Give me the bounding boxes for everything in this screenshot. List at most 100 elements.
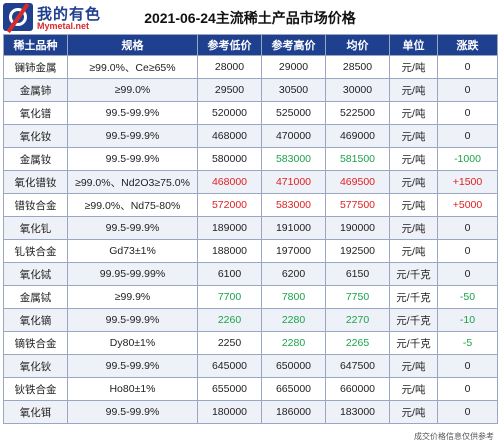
cell-spec: 99.5-99.9%: [67, 124, 198, 148]
cell-spec: 99.5-99.9%: [67, 147, 198, 171]
table-row: 氧化铽 99.95-99.99% 6100 6200 6150 元/千克 0: [3, 262, 498, 286]
cell-spec: 99.5-99.9%: [67, 216, 198, 240]
cell-low-price: 645000: [197, 354, 262, 378]
cell-product-name: 氧化铒: [3, 400, 68, 424]
cell-low-price: 520000: [197, 101, 262, 125]
table-body: 镧铈金属 ≥99.0%、Ce≥65% 28000 29000 28500 元/吨 0 金属铈 ≥…: [3, 55, 498, 424]
cell-product-name: 氧化钬: [3, 354, 68, 378]
table-row: 氧化镨钕 ≥99.0%、Nd2O3≥75.0% 468000 471000 469500…: [3, 170, 498, 194]
cell-low-price: 580000: [197, 147, 262, 171]
cell-high-price: 6200: [261, 262, 326, 286]
cell-product-name: 镨钕合金: [3, 193, 68, 217]
cell-low-price: 180000: [197, 400, 262, 424]
cell-high-price: 30500: [261, 78, 326, 102]
cell-change: 0: [437, 239, 498, 263]
cell-average-price: 28500: [325, 55, 390, 79]
table-row: 金属铈 ≥99.0% 29500 30500 30000 元/吨 0: [3, 78, 498, 102]
cell-high-price: 7800: [261, 285, 326, 309]
cell-low-price: 468000: [197, 170, 262, 194]
cell-low-price: 2250: [197, 331, 262, 355]
cell-average-price: 660000: [325, 377, 390, 401]
cell-change: -50: [437, 285, 498, 309]
footer-disclaimer: 成交价格信息仅供参考: [414, 432, 494, 441]
cell-unit: 元/吨: [389, 216, 438, 240]
cell-unit: 元/吨: [389, 55, 438, 79]
cell-average-price: 30000: [325, 78, 390, 102]
cell-average-price: 192500: [325, 239, 390, 263]
cell-spec: Ho80±1%: [67, 377, 198, 401]
cell-low-price: 468000: [197, 124, 262, 148]
cell-change: 0: [437, 124, 498, 148]
cell-high-price: 2280: [261, 331, 326, 355]
cell-change: 0: [437, 55, 498, 79]
column-header-variety: 稀土品种: [3, 34, 68, 56]
cell-product-name: 氧化钕: [3, 124, 68, 148]
cell-change: 0: [437, 216, 498, 240]
cell-spec: Gd73±1%: [67, 239, 198, 263]
cell-product-name: 氧化钆: [3, 216, 68, 240]
cell-spec: Dy80±1%: [67, 331, 198, 355]
cell-low-price: 189000: [197, 216, 262, 240]
column-header-high-price: 参考高价: [261, 34, 326, 56]
cell-change: 0: [437, 354, 498, 378]
cell-average-price: 469000: [325, 124, 390, 148]
cell-product-name: 氧化镨钕: [3, 170, 68, 194]
header: 我的有色 Mymetal.net 2021-06-24主流稀土产品市场价格: [0, 0, 500, 34]
cell-spec: 99.5-99.9%: [67, 354, 198, 378]
cell-unit: 元/吨: [389, 377, 438, 401]
cell-high-price: 2280: [261, 308, 326, 332]
logo-english-text: Mymetal.net: [37, 21, 90, 31]
column-header-change: 涨跌: [437, 34, 498, 56]
cell-change: -1000: [437, 147, 498, 171]
cell-spec: 99.5-99.9%: [67, 308, 198, 332]
cell-product-name: 镧铈金属: [3, 55, 68, 79]
cell-average-price: 190000: [325, 216, 390, 240]
column-header-average-price: 均价: [325, 34, 390, 56]
cell-change: 0: [437, 377, 498, 401]
cell-high-price: 197000: [261, 239, 326, 263]
cell-average-price: 522500: [325, 101, 390, 125]
cell-low-price: 7700: [197, 285, 262, 309]
table-row: 钆铁合金 Gd73±1% 188000 197000 192500 元/吨 0: [3, 239, 498, 263]
cell-high-price: 470000: [261, 124, 326, 148]
page-title: 2021-06-24主流稀土产品市场价格: [144, 10, 356, 26]
table-row: 金属钕 99.5-99.9% 580000 583000 581500 元/吨 -1000: [3, 147, 498, 171]
table-header-row: 稀土品种 规格 参考低价 参考高价 均价 单位 涨跌: [3, 34, 498, 56]
cell-change: 0: [437, 78, 498, 102]
table-row: 镨钕合金 ≥99.0%、Nd75-80% 572000 583000 577500 元/吨…: [3, 193, 498, 217]
cell-high-price: 583000: [261, 147, 326, 171]
cell-unit: 元/吨: [389, 170, 438, 194]
cell-unit: 元/千克: [389, 331, 438, 355]
cell-average-price: 6150: [325, 262, 390, 286]
cell-unit: 元/吨: [389, 354, 438, 378]
cell-average-price: 647500: [325, 354, 390, 378]
cell-unit: 元/千克: [389, 262, 438, 286]
cell-average-price: 577500: [325, 193, 390, 217]
cell-change: +5000: [437, 193, 498, 217]
cell-product-name: 钆铁合金: [3, 239, 68, 263]
column-header-low-price: 参考低价: [197, 34, 262, 56]
table-row: 镧铈金属 ≥99.0%、Ce≥65% 28000 29000 28500 元/吨 0: [3, 55, 498, 79]
cell-low-price: 28000: [197, 55, 262, 79]
cell-spec: ≥99.0%、Ce≥65%: [67, 55, 198, 79]
cell-average-price: 2270: [325, 308, 390, 332]
cell-high-price: 525000: [261, 101, 326, 125]
cell-change: -5: [437, 331, 498, 355]
cell-low-price: 2260: [197, 308, 262, 332]
logo-mark-icon: [3, 3, 33, 31]
price-table: 稀土品种 规格 参考低价 参考高价 均价 单位 涨跌 镧铈金属 ≥99.0%、Ce…: [3, 34, 498, 424]
cell-product-name: 金属铈: [3, 78, 68, 102]
cell-low-price: 6100: [197, 262, 262, 286]
column-header-unit: 单位: [389, 34, 438, 56]
cell-spec: 99.5-99.9%: [67, 400, 198, 424]
cell-spec: ≥99.0%、Nd75-80%: [67, 193, 198, 217]
cell-unit: 元/千克: [389, 308, 438, 332]
cell-average-price: 2265: [325, 331, 390, 355]
cell-spec: 99.95-99.99%: [67, 262, 198, 286]
table-row: 氧化镨 99.5-99.9% 520000 525000 522500 元/吨 0: [3, 101, 498, 125]
cell-spec: 99.5-99.9%: [67, 101, 198, 125]
cell-product-name: 氧化铽: [3, 262, 68, 286]
mymetal-logo[interactable]: 我的有色 Mymetal.net: [3, 2, 103, 32]
cell-spec: ≥99.9%: [67, 285, 198, 309]
table-row: 氧化钆 99.5-99.9% 189000 191000 190000 元/吨 0: [3, 216, 498, 240]
